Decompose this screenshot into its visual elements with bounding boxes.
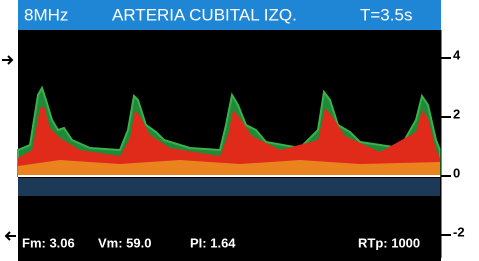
- vm: Vm: 59.0: [98, 235, 151, 250]
- doppler-screen: 8MHz ARTERIA CUBITAL IZQ. T=3.5s Fm: 3.0…: [0, 0, 479, 261]
- reverse-flow: [18, 178, 440, 196]
- title: ARTERIA CUBITAL IZQ.: [112, 5, 297, 24]
- pi: PI: 1.64: [190, 235, 236, 250]
- tick-label: 2: [453, 106, 460, 121]
- tick-label: 0: [453, 165, 460, 180]
- rtp: RTp: 1000: [358, 235, 420, 250]
- axis: 4 2 0 -2: [441, 47, 465, 239]
- time: T=3.5s: [360, 5, 412, 24]
- arrow-right: [2, 56, 12, 64]
- tick-label: -2: [453, 224, 465, 239]
- fm: Fm: 3.06: [22, 235, 75, 250]
- tick-label: 4: [453, 47, 461, 62]
- arrow-left: [6, 232, 16, 240]
- probe: 8MHz: [24, 5, 68, 24]
